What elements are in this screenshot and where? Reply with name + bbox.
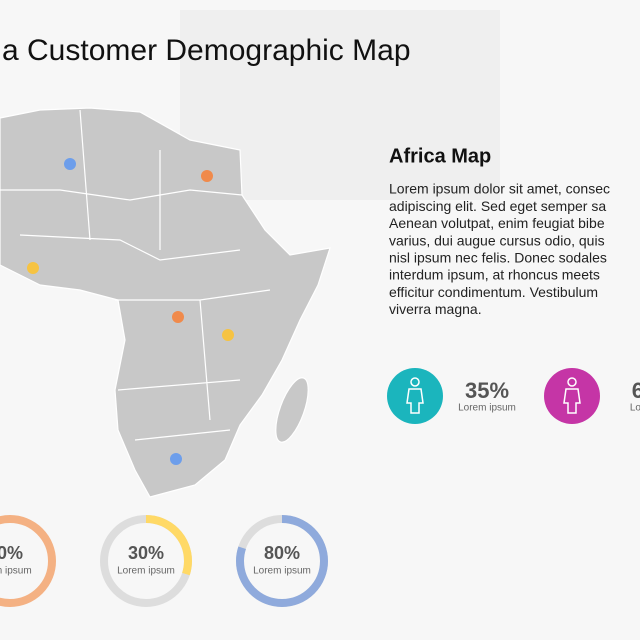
paragraph-line: Lorem ipsum dolor sit amet, consec [389, 181, 610, 197]
paragraph-line: adipiscing elit. Sed eget semper sa [389, 198, 606, 214]
pin [27, 262, 39, 274]
africa-map [0, 107, 331, 498]
title: a Customer Demographic Map [2, 34, 411, 67]
person-head [410, 377, 420, 387]
paragraph-line: efficitur condimentum. Vestibulum [389, 284, 598, 300]
map-pins [27, 158, 234, 465]
paragraph-line: varius, dui augue cursus odio, quis [389, 232, 605, 248]
gender-stats: 35%Lorem ipsum 65Lorem [387, 368, 640, 424]
stat-value: 35% [465, 378, 509, 403]
person-icon-circle [387, 368, 443, 424]
stat-value: 65 [632, 378, 640, 403]
donut-label: 80% [264, 543, 300, 563]
donut-label: 0% [0, 543, 23, 563]
pin [201, 170, 213, 182]
pin [222, 329, 234, 341]
paragraph: Lorem ipsum dolor sit amet, consecadipis… [389, 181, 610, 317]
stat-caption: Lorem ipsum [458, 403, 516, 414]
section-heading: Africa Map [389, 145, 491, 167]
donut-caption: Lorem ipsum [253, 566, 311, 577]
donut-label: 30% [128, 543, 164, 563]
paragraph-line: Aenean volutpat, enim feugiat bibe [389, 215, 605, 231]
donut-charts: 0% em ipsum 30% Lorem ipsum 80% Lorem ipsum [0, 515, 328, 607]
person-head [567, 377, 577, 387]
donut-caption: Lorem ipsum [117, 566, 175, 577]
donut-caption: em ipsum [0, 566, 32, 577]
pin [64, 158, 76, 170]
pin [172, 311, 184, 323]
paragraph-line: viverra magna. [389, 301, 482, 317]
donut-arc [100, 515, 192, 607]
donut-arc [236, 515, 328, 607]
paragraph-line: nisl ipsum nec felis. Donec sodales [389, 250, 607, 266]
person-body [563, 388, 581, 414]
stat-caption: Lorem [630, 403, 640, 414]
person-icon-circle [544, 368, 600, 424]
donut-ring [0, 515, 56, 607]
pin [170, 453, 182, 465]
person-body [406, 388, 424, 414]
paragraph-line: interdum ipsum, at rhoncus meets [389, 267, 600, 283]
